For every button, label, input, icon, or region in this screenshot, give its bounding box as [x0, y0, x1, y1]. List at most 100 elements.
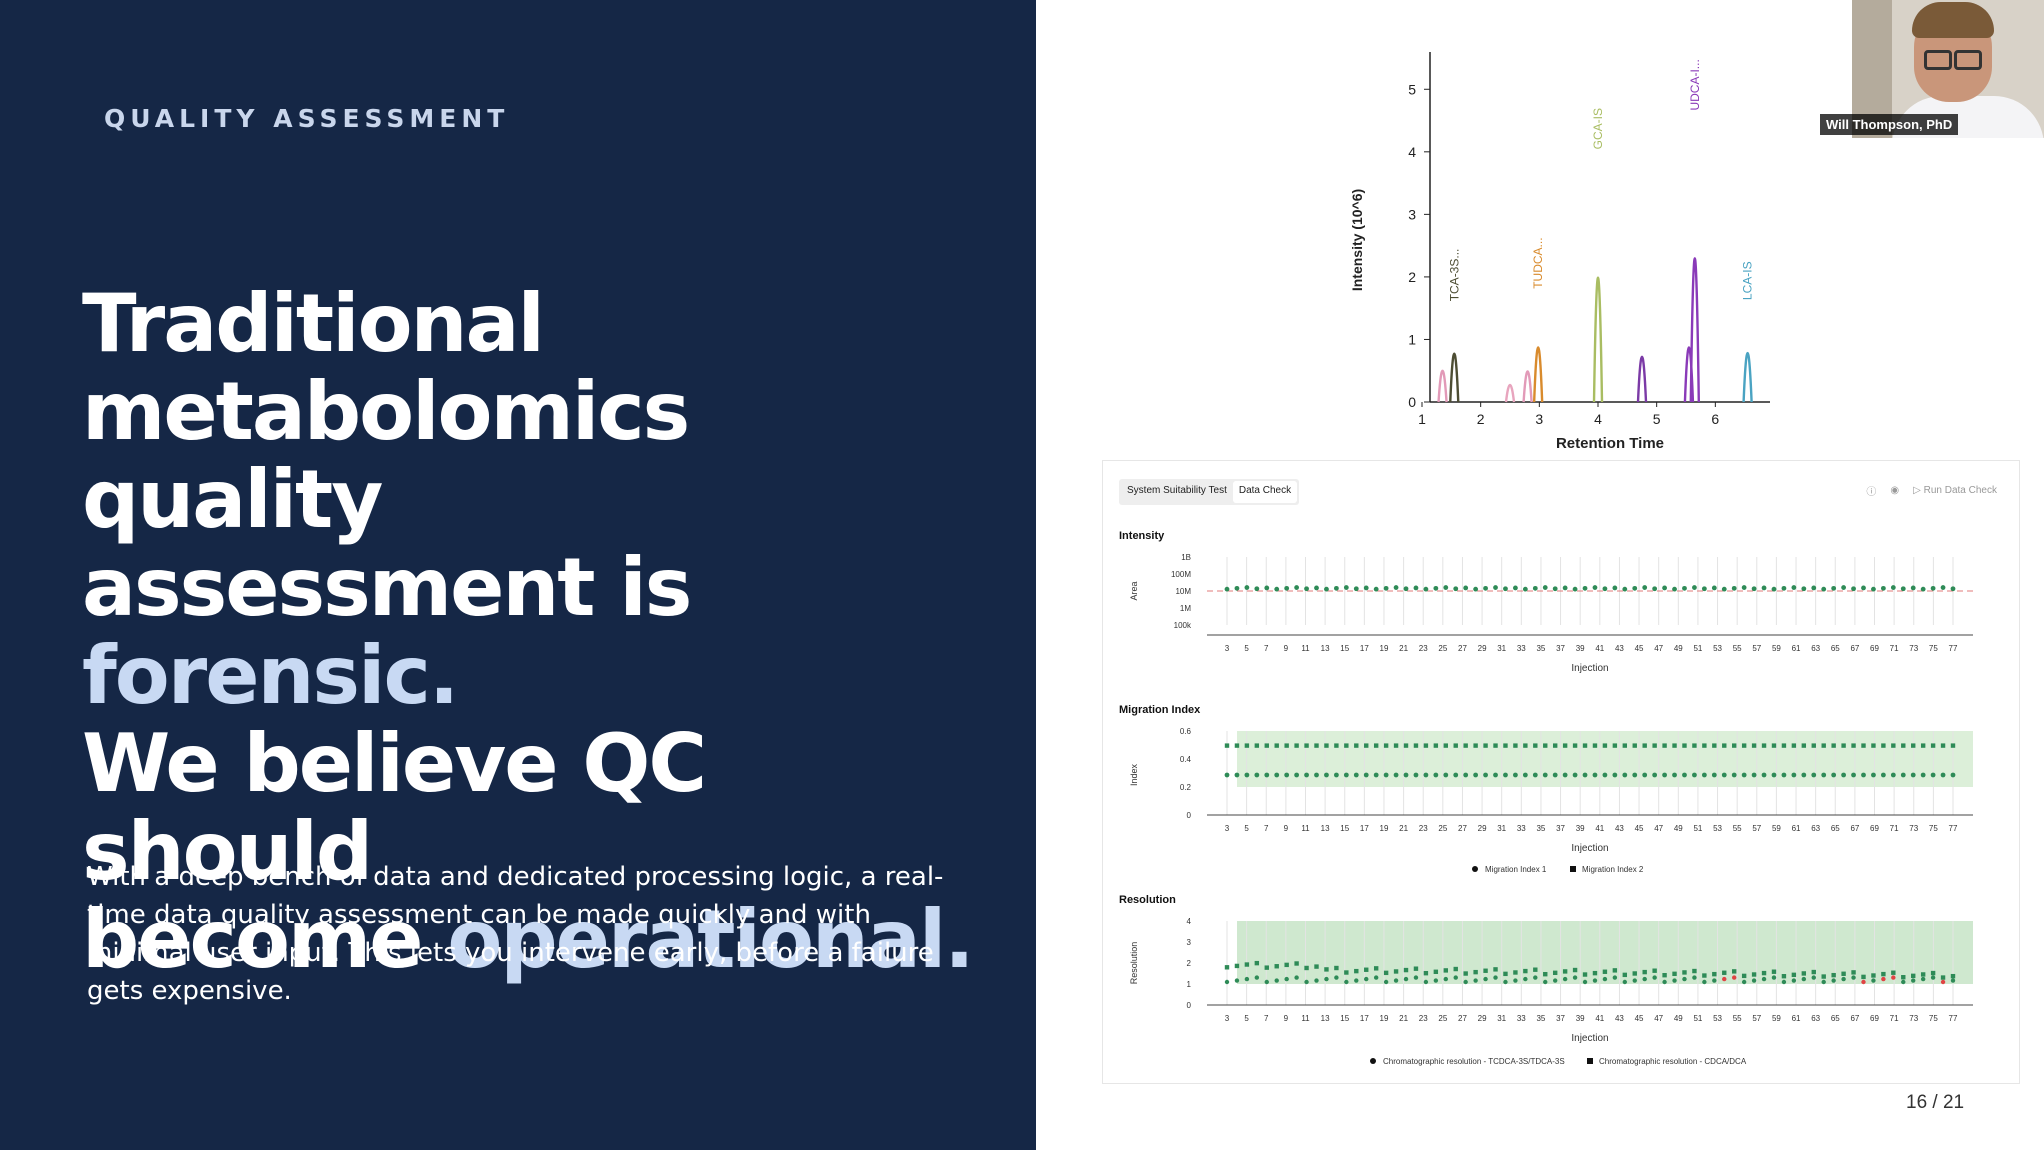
- x-tick-label: 9: [1284, 1014, 1289, 1023]
- data-point: [1264, 979, 1269, 985]
- peak-label: TUDCA...: [1531, 237, 1545, 288]
- data-point: [1334, 743, 1339, 748]
- data-point: [1443, 968, 1448, 973]
- chart-title: Resolution: [1119, 894, 1176, 906]
- x-tick-label: 7: [1264, 1014, 1269, 1023]
- data-point: [1373, 772, 1379, 778]
- headline-line-4: We believe QC should: [82, 717, 707, 898]
- headline-text: assessment is: [82, 541, 692, 634]
- x-tick-label: 39: [1576, 644, 1585, 653]
- data-point: [1532, 585, 1538, 591]
- x-tick-label: 47: [1654, 824, 1663, 833]
- data-point: [1523, 968, 1528, 974]
- headline-line-5: become operational.: [82, 896, 1002, 984]
- data-point: [1503, 971, 1508, 977]
- x-tick-label: 31: [1497, 1014, 1506, 1023]
- x-tick-label: 53: [1713, 1014, 1722, 1023]
- x-axis-title: Injection: [1571, 843, 1608, 854]
- data-point: [1662, 585, 1667, 591]
- y-tick-label: 1B: [1181, 553, 1191, 562]
- run-data-check-button[interactable]: ▷ Run Data Check: [1913, 485, 1997, 496]
- data-point: [1373, 975, 1379, 980]
- y-axis-title: Area: [1129, 581, 1139, 600]
- data-point: [1871, 978, 1876, 983]
- data-point: [1821, 743, 1826, 748]
- y-axis-title: Index: [1129, 763, 1139, 786]
- data-point: [1353, 586, 1359, 592]
- data-point: [1791, 743, 1797, 748]
- data-point: [1324, 743, 1329, 748]
- x-tick-label: 37: [1556, 824, 1565, 833]
- data-point: [1831, 743, 1836, 748]
- x-tick-label: 7: [1264, 644, 1269, 653]
- data-point: [1841, 772, 1847, 778]
- data-point: [1373, 586, 1379, 592]
- data-point: [1881, 971, 1886, 977]
- x-tick-label: 55: [1733, 824, 1742, 833]
- data-point: [1234, 963, 1240, 969]
- x-tick-label: 57: [1752, 644, 1761, 653]
- tab-bar: System Suitability Test Data Check: [1119, 479, 1300, 505]
- data-point: [1513, 978, 1518, 983]
- data-point: [1911, 743, 1916, 748]
- data-point: [1503, 979, 1508, 985]
- data-point: [1602, 743, 1608, 748]
- data-point: [1811, 585, 1817, 591]
- data-point: [1552, 743, 1558, 748]
- data-point: [1453, 586, 1459, 592]
- x-tick-label: 47: [1654, 1014, 1663, 1023]
- data-point: [1443, 976, 1448, 982]
- legend-marker: [1370, 1058, 1376, 1064]
- data-point: [1592, 772, 1598, 778]
- data-point: [1911, 978, 1916, 983]
- chart-title: Migration Index: [1119, 704, 1201, 716]
- data-point: [1294, 961, 1299, 966]
- x-tick-label: 7: [1264, 824, 1269, 833]
- x-tick-label: 11: [1301, 644, 1310, 653]
- x-tick-label: 39: [1576, 824, 1585, 833]
- data-point: [1493, 975, 1498, 980]
- y-axis-title: Resolution: [1129, 942, 1139, 985]
- data-point: [1522, 772, 1528, 778]
- data-point: [1244, 962, 1250, 967]
- video-feed[interactable]: [1852, 0, 2044, 138]
- data-point: [1314, 978, 1319, 983]
- data-point: [1901, 743, 1906, 748]
- data-point: [1612, 585, 1618, 591]
- data-point: [1383, 979, 1389, 985]
- tab-system-suitability-test[interactable]: System Suitability Test: [1127, 485, 1227, 496]
- data-point: [1463, 772, 1469, 778]
- play-icon: ▷: [1913, 485, 1921, 496]
- x-tick-label: 2: [1477, 411, 1485, 427]
- data-point: [1861, 974, 1866, 980]
- tab-data-check[interactable]: Data Check: [1232, 481, 1298, 503]
- data-point: [1801, 743, 1807, 748]
- data-point: [1423, 970, 1429, 976]
- data-point: [1930, 975, 1936, 980]
- x-tick-label: 33: [1517, 824, 1526, 833]
- headline-highlight-operational: operational.: [447, 893, 974, 986]
- eye-icon[interactable]: ◉: [1890, 485, 1900, 496]
- data-point: [1721, 586, 1727, 592]
- data-point: [1612, 743, 1618, 748]
- headline-line-1: Traditional: [82, 277, 545, 370]
- data-point: [1881, 743, 1886, 748]
- peak: [1592, 276, 1604, 403]
- peak: [1532, 346, 1544, 403]
- data-point: [1473, 586, 1479, 592]
- data-point: [1572, 975, 1578, 980]
- x-tick-label: 61: [1792, 1014, 1801, 1023]
- data-point: [1523, 743, 1528, 748]
- data-point: [1791, 585, 1797, 590]
- help-icon[interactable]: ⓘ: [1866, 487, 1877, 498]
- data-point: [1642, 743, 1647, 748]
- y-tick-label: 1: [1187, 980, 1192, 989]
- data-point: [1811, 743, 1816, 748]
- data-point: [1652, 743, 1657, 748]
- data-point: [1732, 975, 1737, 980]
- data-point: [1413, 743, 1419, 748]
- x-tick-label: 51: [1693, 644, 1702, 653]
- data-point: [1741, 772, 1747, 778]
- x-tick-label: 3: [1225, 644, 1230, 653]
- data-point: [1284, 585, 1290, 591]
